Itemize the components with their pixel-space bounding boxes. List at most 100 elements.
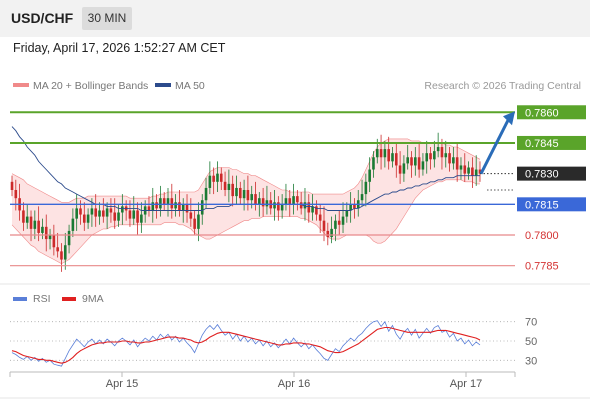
chart-datetime: Friday, April 17, 2026 1:52:27 AM CET [13,41,226,55]
bb-legend-swatch [13,83,29,87]
candle-body [10,181,14,190]
candle-body [132,210,136,219]
candle-body [387,149,390,162]
level-tag-0.7860 [517,105,586,120]
credit-text: Research © 2026 Trading Central [424,80,581,92]
candle-body [421,161,425,170]
candle-body [212,175,215,182]
candle-body [375,149,379,158]
candle-body [136,210,139,223]
key-levels: 0.7860 0.7845 0.7815 0.7800 0.7785 0.7830 [10,105,586,273]
rsi-tick-30: 30 [525,355,537,367]
candle-body [102,210,105,217]
candle-body [63,245,67,260]
candle-body [121,206,124,213]
candle-body [433,151,436,160]
candle-body [410,157,413,166]
candle-body [436,147,440,152]
candle-body [151,202,155,211]
candle-body [296,196,299,203]
candle-body [471,167,474,176]
candle-body [398,165,402,174]
candle-body [284,198,288,205]
candle-body [109,208,113,213]
candle-body [334,220,337,229]
candle-body [223,181,227,190]
candle-body [330,228,333,238]
candle-body [231,183,234,197]
candle-body [311,206,314,213]
candle-body [360,194,364,201]
candle-body [459,165,463,170]
x-axis: Apr 15 Apr 16 Apr 17 [9,371,516,390]
rsi-panel: 70 50 30 [10,317,537,367]
candle-body [406,157,410,164]
rsi-legend-label: RSI [33,293,51,305]
candle-body [238,187,242,199]
candle-body [117,212,120,221]
candle-body [159,198,162,209]
candle-body [216,173,219,182]
level-label-0.7860: 0.7860 [525,107,559,119]
candle-body [25,216,29,223]
candle-body [189,212,193,219]
candle-body [394,153,398,166]
candle-body [33,220,37,229]
candle-body [113,212,117,221]
candle-body [90,208,94,215]
price-chart [10,126,482,272]
candle-body [318,214,322,221]
rsi-series-9MA [11,326,481,364]
level-tag-0.7815 [517,197,586,212]
candle-body [402,163,406,174]
candle-body [250,194,254,201]
rsi-tick-70: 70 [525,317,537,329]
x-tick-label: Apr 17 [450,378,482,390]
candle-body [258,198,261,205]
candle-body [29,216,33,229]
candle-body [166,198,170,205]
candle-body [105,208,109,217]
candle-body [75,208,78,219]
candle-body [197,214,200,229]
candle-body [425,153,429,162]
projection-arrow-head [503,111,515,126]
candle-body [341,216,345,225]
candle-body [474,169,478,176]
candle-body [219,173,223,182]
candle-body [417,157,421,170]
candle-body [86,214,90,223]
candle-body [155,202,158,209]
x-tick-label: Apr 15 [106,378,138,390]
candle-body [280,204,284,211]
candle-body [128,210,132,219]
candle-body [254,194,257,205]
candle-body [315,206,318,215]
top-bar: USD/CHF 30 MIN [0,0,590,37]
rsi-series-RSI [11,320,481,367]
x-tick-label: Apr 16 [278,378,310,390]
candle-body [463,165,467,174]
timeframe-button[interactable]: 30 MIN [82,7,132,30]
current-price-tag [517,166,586,181]
candle-body [455,157,459,170]
candle-body [67,230,71,246]
candle-body [181,204,185,211]
candle-body [200,200,204,215]
candle-body [60,251,63,260]
candle-body [82,214,86,223]
candle-body [440,147,444,158]
candle-body [299,202,303,209]
candle-body [322,220,326,231]
rsi-legend-swatch [13,297,27,301]
ma9-legend-swatch [62,297,76,301]
candle-body [337,220,341,225]
level-label-0.7785: 0.7785 [525,261,559,273]
candle-body [170,198,174,209]
bollinger-lower-line [11,179,480,264]
candle-body [193,218,196,229]
candle-body [273,202,276,209]
level-label-0.7800: 0.7800 [525,230,559,242]
candle-body [37,220,40,233]
